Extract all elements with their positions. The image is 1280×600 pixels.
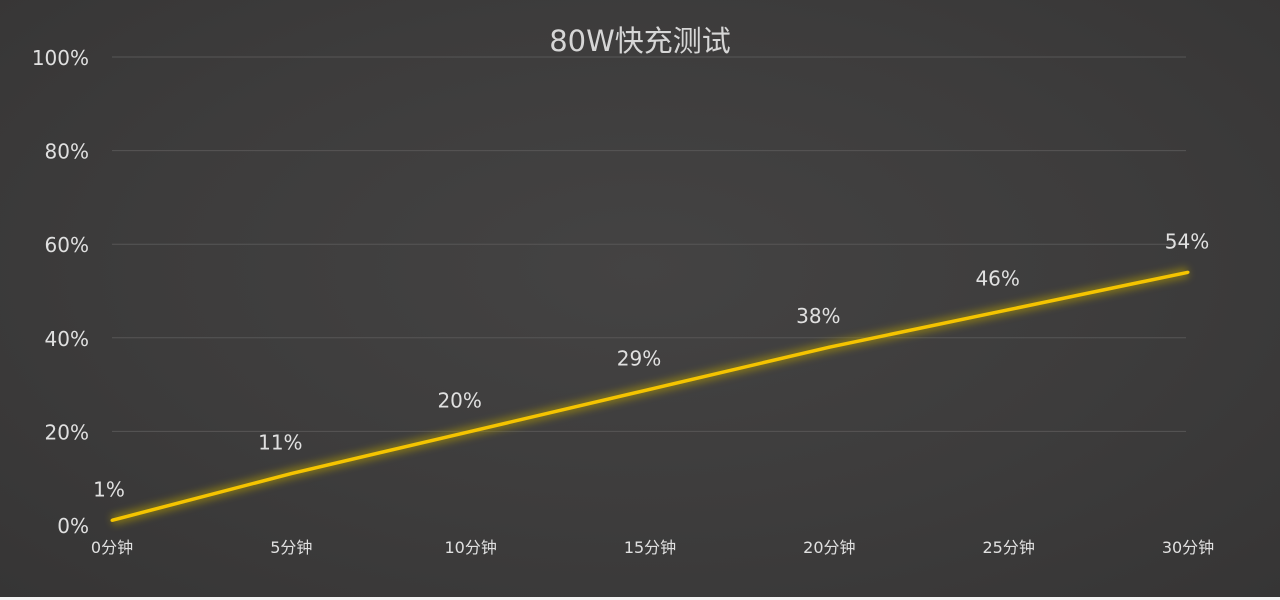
- x-tick-label: 25分钟: [982, 538, 1034, 557]
- x-tick-label: 10分钟: [444, 538, 496, 557]
- data-label: 54%: [1165, 229, 1209, 253]
- y-tick-label: 80%: [45, 140, 89, 164]
- data-label: 46%: [975, 267, 1019, 291]
- data-point: [469, 429, 473, 433]
- data-point: [648, 387, 652, 391]
- y-tick-label: 40%: [45, 327, 89, 351]
- data-label: 20%: [437, 388, 481, 412]
- x-tick-label: 0分钟: [91, 538, 133, 557]
- data-point: [1186, 270, 1190, 274]
- x-tick-label: 15分钟: [624, 538, 676, 557]
- y-tick-label: 100%: [32, 46, 89, 70]
- data-point: [289, 472, 293, 476]
- chart-title: 80W快充测试: [549, 24, 731, 58]
- data-label: 29%: [617, 346, 661, 370]
- y-tick-label: 0%: [57, 514, 89, 538]
- line-glow: [110, 267, 1190, 526]
- data-point: [1007, 308, 1011, 312]
- x-tick-label: 30分钟: [1162, 538, 1214, 557]
- y-tick-label: 20%: [45, 420, 89, 444]
- data-label: 1%: [93, 477, 125, 501]
- y-tick-label: 60%: [45, 233, 89, 257]
- data-point: [827, 345, 831, 349]
- data-label: 38%: [796, 304, 840, 328]
- x-tick-label: 20分钟: [803, 538, 855, 557]
- data-label: 11%: [258, 431, 302, 455]
- x-tick-label: 5分钟: [270, 538, 312, 557]
- data-point: [110, 518, 114, 522]
